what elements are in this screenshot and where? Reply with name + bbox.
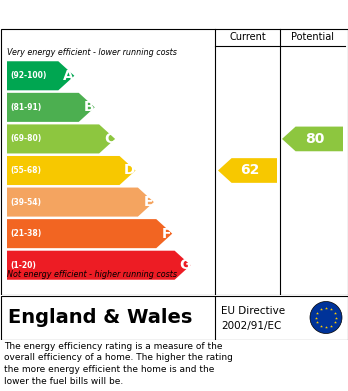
Polygon shape — [7, 93, 95, 122]
Text: (81-91): (81-91) — [10, 103, 41, 112]
Text: England & Wales: England & Wales — [8, 308, 192, 327]
Text: Potential: Potential — [291, 32, 334, 42]
Text: B: B — [84, 100, 94, 114]
Text: F: F — [162, 227, 172, 240]
Text: A: A — [63, 69, 74, 83]
Polygon shape — [7, 61, 74, 90]
Text: (39-54): (39-54) — [10, 197, 41, 206]
Text: 2002/91/EC: 2002/91/EC — [221, 321, 282, 331]
Text: E: E — [143, 195, 153, 209]
Text: (69-80): (69-80) — [10, 135, 41, 143]
Polygon shape — [218, 158, 277, 183]
Polygon shape — [7, 124, 115, 153]
Polygon shape — [7, 188, 154, 217]
Text: (92-100): (92-100) — [10, 71, 46, 80]
Polygon shape — [282, 127, 343, 151]
Text: 80: 80 — [305, 132, 324, 146]
Text: D: D — [124, 163, 136, 178]
Text: EU Directive: EU Directive — [221, 306, 285, 316]
Polygon shape — [7, 219, 172, 248]
Circle shape — [310, 301, 342, 334]
Polygon shape — [7, 156, 135, 185]
Polygon shape — [7, 251, 191, 280]
Text: (55-68): (55-68) — [10, 166, 41, 175]
Text: G: G — [179, 258, 191, 272]
Text: Not energy efficient - higher running costs: Not energy efficient - higher running co… — [7, 270, 177, 279]
Text: Energy Efficiency Rating: Energy Efficiency Rating — [69, 7, 279, 22]
Text: Current: Current — [229, 32, 266, 42]
Text: (1-20): (1-20) — [10, 261, 36, 270]
Text: The energy efficiency rating is a measure of the
overall efficiency of a home. T: The energy efficiency rating is a measur… — [4, 341, 233, 386]
Text: Very energy efficient - lower running costs: Very energy efficient - lower running co… — [7, 48, 177, 57]
Text: 62: 62 — [240, 163, 259, 178]
Text: C: C — [104, 132, 114, 146]
Text: (21-38): (21-38) — [10, 229, 41, 238]
